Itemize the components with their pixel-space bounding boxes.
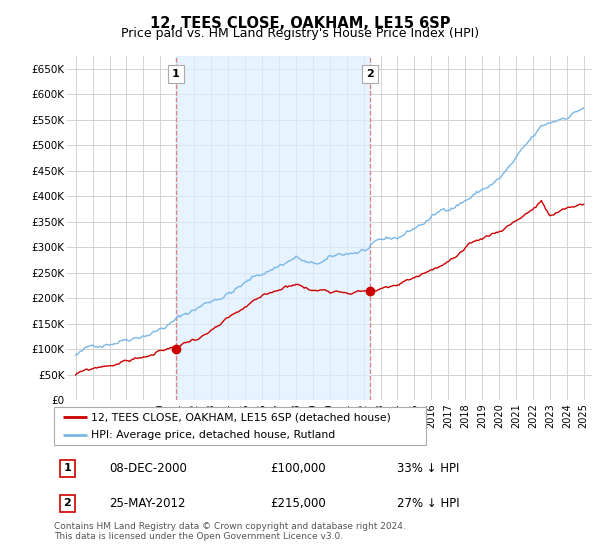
- Text: 25-MAY-2012: 25-MAY-2012: [109, 497, 186, 510]
- Text: HPI: Average price, detached house, Rutland: HPI: Average price, detached house, Rutl…: [91, 430, 335, 440]
- Text: 27% ↓ HPI: 27% ↓ HPI: [397, 497, 460, 510]
- Text: £100,000: £100,000: [271, 462, 326, 475]
- Text: Contains HM Land Registry data © Crown copyright and database right 2024.
This d: Contains HM Land Registry data © Crown c…: [54, 522, 406, 542]
- Text: 1: 1: [64, 464, 71, 473]
- Text: Price paid vs. HM Land Registry's House Price Index (HPI): Price paid vs. HM Land Registry's House …: [121, 27, 479, 40]
- Text: 1: 1: [172, 69, 180, 79]
- Text: 2: 2: [64, 498, 71, 508]
- FancyBboxPatch shape: [54, 407, 426, 445]
- Text: 2: 2: [366, 69, 374, 79]
- Text: 12, TEES CLOSE, OAKHAM, LE15 6SP (detached house): 12, TEES CLOSE, OAKHAM, LE15 6SP (detach…: [91, 412, 391, 422]
- Text: 08-DEC-2000: 08-DEC-2000: [109, 462, 187, 475]
- Text: £215,000: £215,000: [271, 497, 326, 510]
- Text: 12, TEES CLOSE, OAKHAM, LE15 6SP: 12, TEES CLOSE, OAKHAM, LE15 6SP: [150, 16, 450, 31]
- Text: 33% ↓ HPI: 33% ↓ HPI: [397, 462, 460, 475]
- Bar: [176, 56, 370, 400]
